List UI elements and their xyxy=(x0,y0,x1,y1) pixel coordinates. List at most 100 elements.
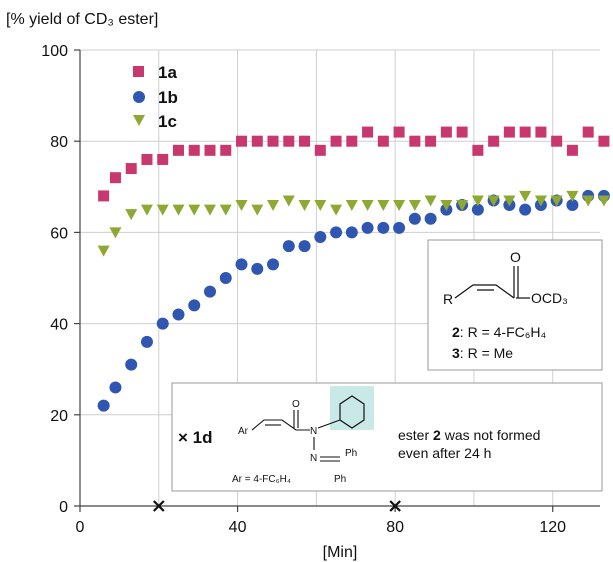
point-1a xyxy=(519,126,531,138)
point-1a xyxy=(346,135,358,147)
point-1a xyxy=(535,126,547,138)
point-1c xyxy=(582,195,595,207)
point-1c xyxy=(298,200,311,212)
hydrazide-ph2: Ph xyxy=(334,474,346,485)
point-1b xyxy=(471,203,484,216)
point-1a xyxy=(220,144,232,156)
point-1a xyxy=(283,135,295,147)
hydrazide-note-2: even after 24 h xyxy=(398,445,491,461)
point-1a xyxy=(472,144,484,156)
ester-structure-box: R O OCD₃ 2: R = 4-FC₆H₄ 3: R = Me xyxy=(427,239,603,371)
x-tick-label: 40 xyxy=(229,519,247,536)
point-1d xyxy=(389,500,401,512)
point-1a xyxy=(488,135,500,147)
y-tick-labels: 0 20 40 60 80 100 xyxy=(41,43,80,516)
point-1a xyxy=(109,172,121,184)
point-1b xyxy=(156,317,169,330)
point-1a xyxy=(141,153,153,165)
point-1b xyxy=(330,226,343,239)
hydrazide-ar-def: Ar = 4-FC₆H₄ xyxy=(232,474,291,485)
point-1c xyxy=(267,200,280,212)
point-1b xyxy=(125,358,138,371)
y-tick-label: 80 xyxy=(50,134,68,151)
point-1a xyxy=(330,135,342,147)
point-1a xyxy=(393,126,405,138)
point-1c xyxy=(251,204,264,216)
point-1a xyxy=(582,126,594,138)
point-1b xyxy=(97,399,110,412)
point-1c xyxy=(156,204,169,216)
point-1c xyxy=(188,204,201,216)
hydrazide-note-1: ester 2 was not formed xyxy=(398,427,540,443)
point-1c xyxy=(361,200,374,212)
x-tick-labels: 0 40 80 120 xyxy=(76,506,566,536)
hydrazide-n1: N xyxy=(310,426,317,437)
point-1a xyxy=(377,135,389,147)
legend-label-1a: 1a xyxy=(158,63,177,82)
hydrazide-n2: N xyxy=(310,453,317,464)
point-1b xyxy=(251,262,264,275)
point-1c xyxy=(345,200,358,212)
ester-line-2: 2: R = 4-FC₆H₄ xyxy=(452,324,547,340)
point-1a xyxy=(598,135,610,147)
point-1c xyxy=(456,200,469,212)
point-1c xyxy=(566,190,579,202)
y-axis-label: [% yield of CD₃ ester] xyxy=(6,11,158,28)
point-1c xyxy=(377,200,390,212)
point-1a xyxy=(125,163,137,175)
point-1c xyxy=(597,195,610,207)
point-1a xyxy=(409,135,421,147)
legend-label-1b: 1b xyxy=(158,88,178,107)
point-1b xyxy=(140,335,153,348)
point-1a xyxy=(425,135,437,147)
point-1a xyxy=(236,135,248,147)
point-1b xyxy=(393,221,406,234)
point-1c xyxy=(550,195,563,207)
ester-o-label: O xyxy=(510,249,521,265)
point-1a xyxy=(362,126,374,138)
point-1c xyxy=(440,200,453,212)
legend-marker-1b xyxy=(133,91,145,103)
point-1a xyxy=(98,190,110,202)
point-1b xyxy=(519,203,532,216)
point-1b xyxy=(377,221,390,234)
y-tick-label: 20 xyxy=(50,408,68,425)
point-1c xyxy=(503,195,516,207)
point-1c xyxy=(97,245,110,257)
y-tick-label: 40 xyxy=(50,317,68,334)
point-1a xyxy=(251,135,263,147)
point-1d xyxy=(153,500,165,512)
x-tick-label: 0 xyxy=(76,519,85,536)
point-1c xyxy=(330,204,343,216)
point-1a xyxy=(503,126,515,138)
ester-ocd3-label: OCD₃ xyxy=(531,290,568,306)
point-1b xyxy=(235,258,248,271)
legend-marker-1a xyxy=(133,66,144,77)
x-axis-label: [Min] xyxy=(323,544,358,561)
phenyl-highlight xyxy=(330,386,374,430)
point-1c xyxy=(219,204,232,216)
point-1c xyxy=(487,195,500,207)
legend-marker-1c xyxy=(133,115,145,126)
hydrazide-chain xyxy=(251,419,310,431)
legend: 1a 1b 1c xyxy=(133,63,178,131)
point-1b xyxy=(267,258,280,271)
point-1c xyxy=(204,204,216,216)
point-1a xyxy=(551,135,563,147)
point-1c xyxy=(235,200,248,212)
hydrazide-ph1: Ph xyxy=(345,448,357,459)
ester-skeleton xyxy=(454,284,515,299)
point-1c xyxy=(109,227,122,239)
point-1a xyxy=(314,144,326,156)
data-points xyxy=(97,126,610,512)
ester-line-3: 3: R = Me xyxy=(452,345,513,361)
y-tick-label: 100 xyxy=(41,43,68,60)
x-tick-label: 80 xyxy=(386,519,404,536)
point-1a xyxy=(566,144,578,156)
ester-r-label: R xyxy=(443,291,453,307)
hydrazide-structure-box: × 1d Ar O N N Ph Ph Ar = 4-FC₆H₄ ester 2… xyxy=(171,382,603,492)
point-1a xyxy=(440,126,452,138)
point-1b xyxy=(345,226,358,239)
point-1c xyxy=(424,195,437,207)
